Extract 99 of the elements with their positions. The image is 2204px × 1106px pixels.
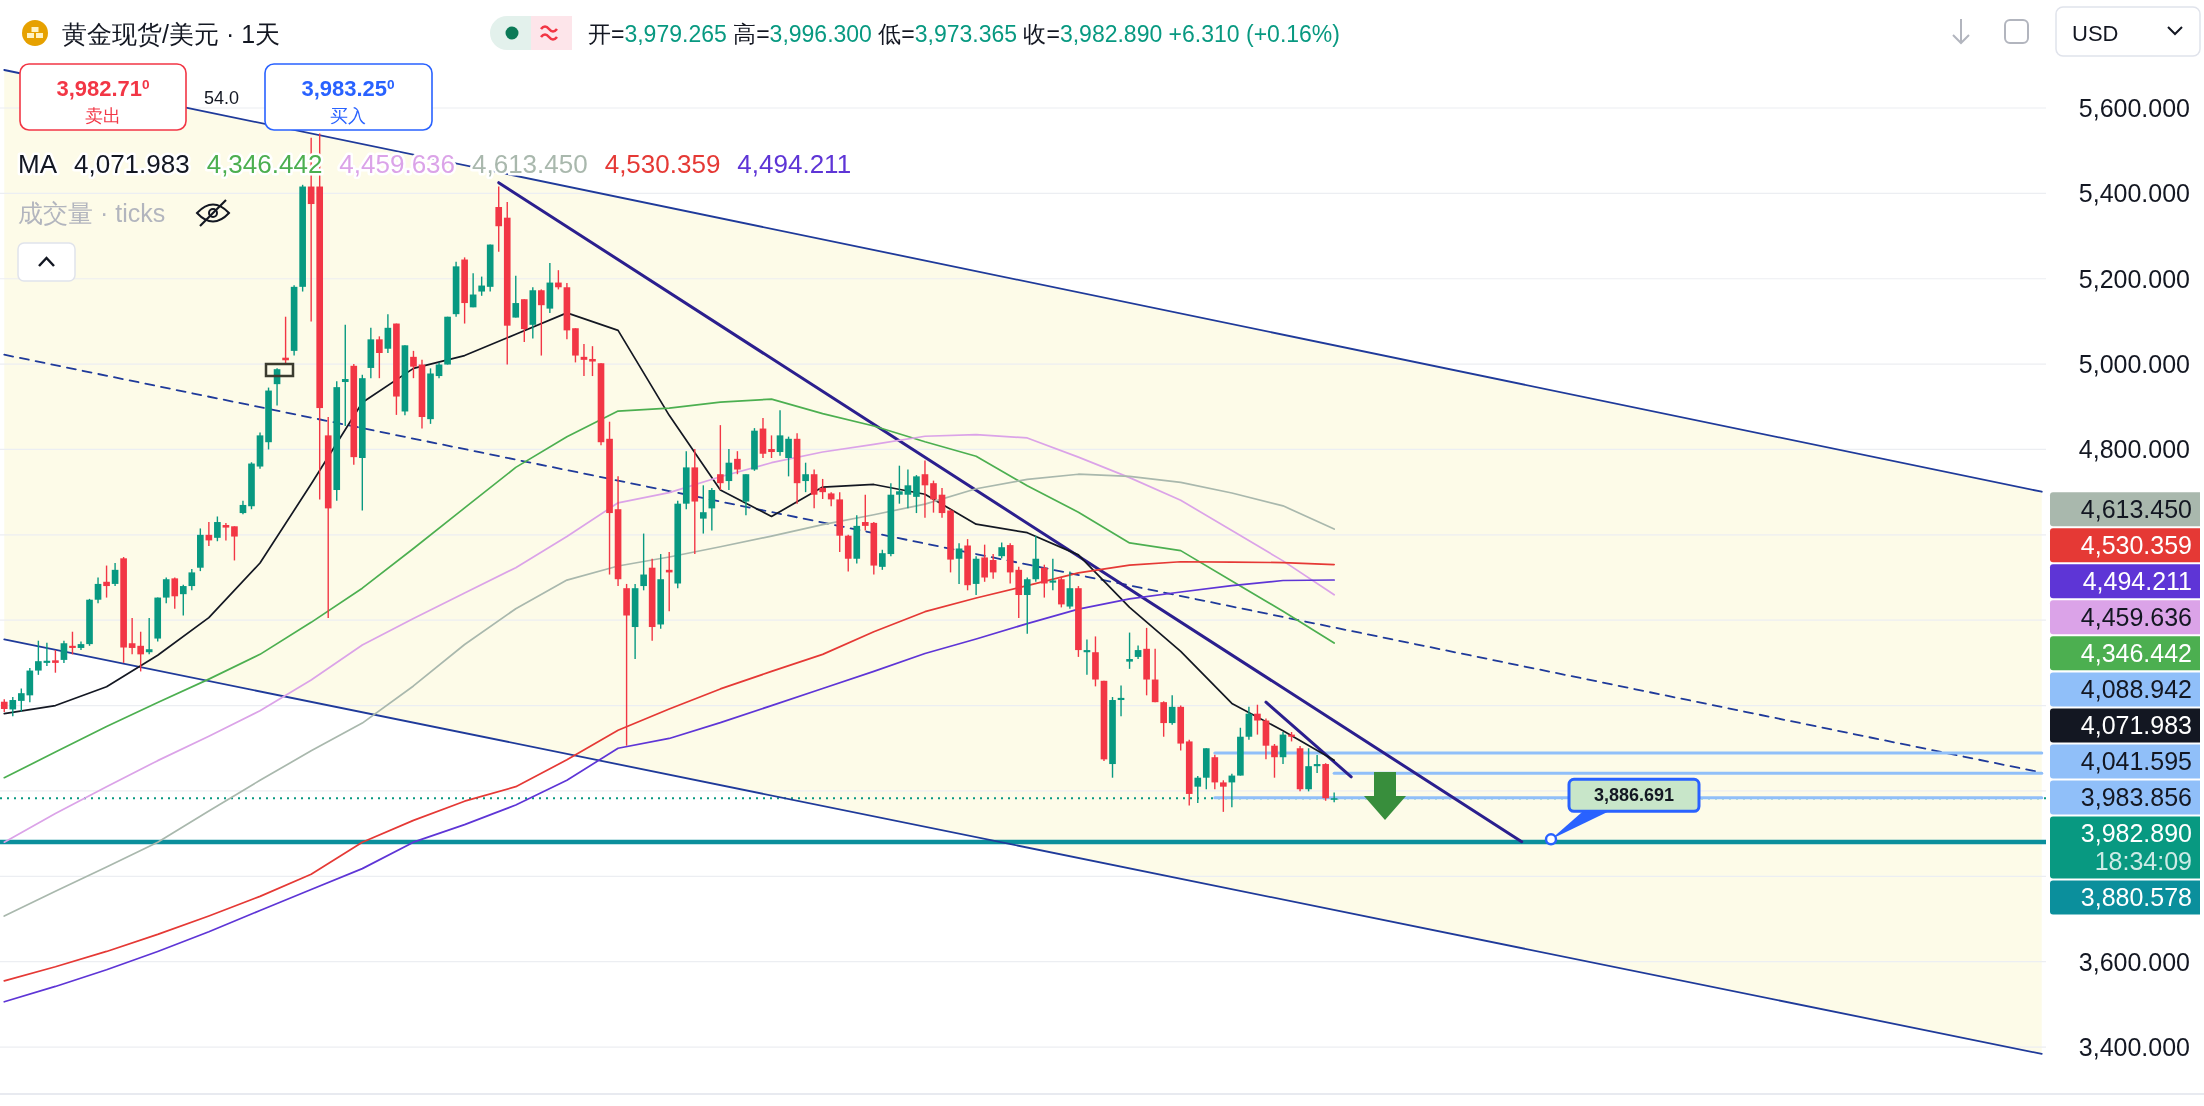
ref-line-label: 3,982.890 xyxy=(2080,819,2192,848)
y-tick-label: 3,600.000 xyxy=(2078,947,2190,976)
candlestick xyxy=(60,639,68,664)
candlestick xyxy=(717,424,724,491)
candlestick xyxy=(589,345,596,377)
candlestick xyxy=(188,568,196,592)
annotation: 54.0 xyxy=(204,88,240,108)
candlestick xyxy=(913,474,920,514)
text: 18:34:09 xyxy=(2094,847,2192,876)
candlestick xyxy=(1032,534,1040,583)
ref-line-label: 3,880.578 xyxy=(2080,883,2192,912)
candlestick xyxy=(904,468,912,510)
candlestick xyxy=(128,617,136,656)
text: 黄金现货/美元 · 1天 xyxy=(62,20,281,48)
candlestick xyxy=(1168,694,1176,726)
candlestick xyxy=(231,525,238,562)
candlestick xyxy=(1066,570,1074,610)
candlestick xyxy=(640,532,647,592)
y-tick-label: 5,200.000 xyxy=(2078,264,2190,293)
annotation: 4,613.450 xyxy=(472,149,588,179)
candlestick xyxy=(555,269,562,291)
candlestick xyxy=(222,522,230,542)
candlestick xyxy=(1220,779,1227,813)
candlestick xyxy=(955,542,963,585)
y-tick-label: 5,400.000 xyxy=(2078,179,2190,208)
candlestick xyxy=(879,549,886,571)
text: 4,613.450 xyxy=(2080,495,2192,524)
candlestick xyxy=(171,576,179,610)
candlestick xyxy=(495,185,503,253)
candlestick xyxy=(17,687,25,713)
text: 4,071.983 xyxy=(2080,711,2192,740)
candlestick xyxy=(734,450,741,475)
text: 4,530.359 xyxy=(2080,531,2192,560)
candlestick xyxy=(1023,576,1031,635)
candlestick xyxy=(341,324,349,427)
candlestick xyxy=(214,515,221,542)
annotation: 卖出 xyxy=(85,106,121,126)
candlestick xyxy=(94,576,102,604)
text: 4,494.211 xyxy=(2082,567,2192,596)
candlestick xyxy=(145,617,153,656)
candlestick xyxy=(538,288,545,357)
candlestick xyxy=(844,534,852,573)
text: USD xyxy=(2072,21,2119,46)
annotation: 3,983.25$^{0}$ xyxy=(301,76,396,101)
line-series xyxy=(3,433,1336,844)
candlestick xyxy=(1254,704,1261,736)
candlestick xyxy=(896,464,903,505)
candlestick xyxy=(103,564,110,599)
candlestick xyxy=(785,435,792,478)
annotation: 4,530.359 xyxy=(604,149,721,179)
candlestick xyxy=(802,462,809,493)
candlestick xyxy=(1305,747,1312,793)
annotation: 4,071.983 xyxy=(74,149,190,179)
candlestick xyxy=(384,313,392,354)
y-tick-label: 4,800.000 xyxy=(2078,435,2190,464)
candlestick xyxy=(1126,631,1133,670)
candlestick xyxy=(69,631,76,656)
candlestick xyxy=(35,639,42,676)
candlestick xyxy=(376,335,383,379)
data-label: 4,041.595 xyxy=(2080,747,2192,776)
candlestick xyxy=(52,649,59,674)
candlestick xyxy=(930,479,937,514)
candlestick xyxy=(162,576,170,604)
candlestick xyxy=(819,478,826,500)
y-tick-label: 5,000.000 xyxy=(2078,350,2190,379)
y-tick-label: 5,600.000 xyxy=(2078,93,2190,122)
candlestick xyxy=(137,631,144,673)
candlestick xyxy=(810,468,818,510)
annotation: 开=3,979.265 高=3,996.300 低=3,973.365 收=3,982.890 +6.310 (+0.16%) xyxy=(588,21,1340,47)
candlestick xyxy=(981,543,988,583)
candlestick xyxy=(580,343,588,377)
line-series xyxy=(3,473,1336,917)
candlestick xyxy=(1160,700,1167,738)
candlestick xyxy=(512,275,520,319)
data-label: 4,088.942 xyxy=(2080,675,2192,704)
line-series xyxy=(3,398,1336,779)
y-tick-label: 3,400.000 xyxy=(2078,1033,2190,1062)
line-series xyxy=(3,312,1336,762)
candlestick xyxy=(1271,743,1278,779)
annotation: 4,494.211 xyxy=(737,149,852,179)
annotation: 3,982.71$^{0}$ xyxy=(56,76,151,101)
candlestick xyxy=(9,696,17,717)
data-label: 3,983.856 xyxy=(2080,783,2192,812)
text: 4,459.636 xyxy=(2080,603,2192,632)
candlestick xyxy=(478,275,485,297)
text: 4,346.442 xyxy=(2080,639,2192,668)
candlestick xyxy=(768,434,775,459)
annotation: 4,459.636 xyxy=(339,149,456,179)
candlestick xyxy=(699,484,707,535)
candlestick xyxy=(1040,564,1048,599)
candlestick xyxy=(776,409,784,457)
annotation: MA xyxy=(18,149,58,179)
candlestick xyxy=(410,350,417,379)
candlestick xyxy=(1245,706,1253,741)
candlestick xyxy=(1330,791,1338,804)
annotation: 3,886.691 xyxy=(1593,785,1675,806)
annotation: 成交量 · ticks xyxy=(18,199,166,227)
annotation: 买入 xyxy=(330,106,366,126)
candlestick xyxy=(179,584,187,617)
